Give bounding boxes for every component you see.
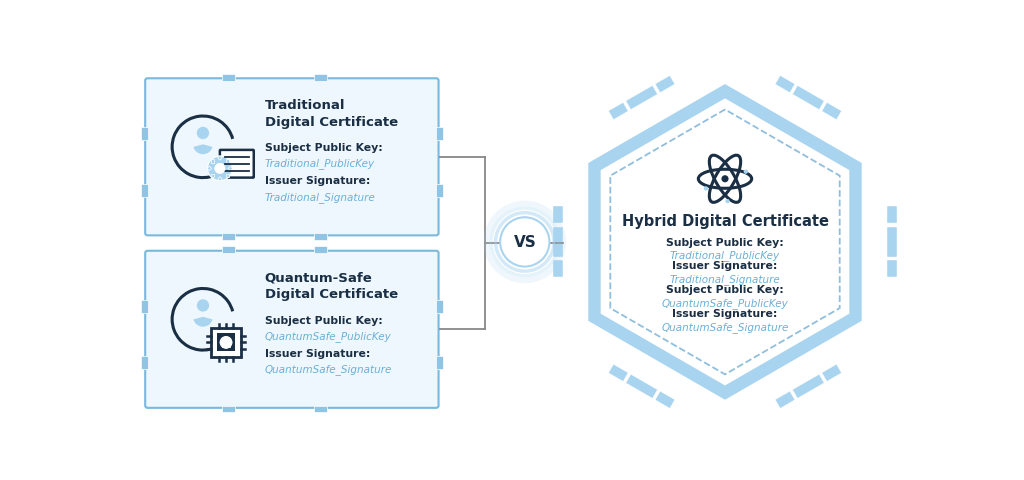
FancyBboxPatch shape [220,151,254,178]
Text: Traditional
Digital Certificate: Traditional Digital Certificate [264,98,397,128]
Circle shape [208,157,232,181]
Polygon shape [608,103,628,120]
Bar [436,357,443,370]
Bar [140,300,147,313]
Bar [222,74,234,82]
Polygon shape [793,86,824,110]
Text: Issuer Signature:: Issuer Signature: [673,261,777,271]
Polygon shape [553,227,563,258]
Polygon shape [600,98,850,387]
Bar [436,184,443,197]
Bar [211,328,241,357]
Circle shape [197,300,209,312]
Text: Subject Public Key:: Subject Public Key: [667,285,784,295]
Circle shape [722,176,728,183]
Text: Traditional_Signature: Traditional_Signature [264,192,375,202]
Bar [222,234,234,240]
Bar [140,128,147,141]
Circle shape [743,170,748,174]
Text: Quantum-Safe
Digital Certificate: Quantum-Safe Digital Certificate [264,270,397,300]
Text: Traditional_PublicKey: Traditional_PublicKey [670,250,780,261]
Wedge shape [194,317,212,327]
Polygon shape [775,391,795,408]
Bar [436,300,443,313]
Bar [222,406,234,413]
Bar [314,247,328,253]
Polygon shape [608,364,628,382]
Bar [314,74,328,82]
Circle shape [220,337,231,348]
Circle shape [197,128,209,140]
Circle shape [703,187,709,191]
Bar [217,334,236,352]
Circle shape [215,164,225,174]
Polygon shape [887,261,897,278]
Polygon shape [626,374,657,398]
Polygon shape [655,391,675,408]
Text: QuantumSafe_Signature: QuantumSafe_Signature [662,321,788,332]
Bar [222,247,234,253]
Polygon shape [775,76,795,94]
Bar [436,128,443,141]
Text: Traditional_PublicKey: Traditional_PublicKey [264,158,375,169]
Polygon shape [887,227,897,258]
Polygon shape [589,85,862,400]
Text: Traditional_Signature: Traditional_Signature [670,274,780,285]
Text: Issuer Signature:: Issuer Signature: [264,176,370,186]
Polygon shape [553,207,563,224]
Polygon shape [822,103,842,120]
Text: Subject Public Key:: Subject Public Key: [264,315,382,325]
Polygon shape [610,110,840,374]
Bar [314,234,328,240]
Polygon shape [887,207,897,224]
Polygon shape [655,76,675,94]
Polygon shape [626,86,657,110]
Polygon shape [553,261,563,278]
Bar [314,406,328,413]
Text: VS: VS [513,235,537,250]
Bar [140,357,147,370]
Wedge shape [194,145,212,155]
Circle shape [500,218,550,267]
FancyBboxPatch shape [145,79,438,236]
Text: QuantumSafe_PublicKey: QuantumSafe_PublicKey [264,330,391,341]
Polygon shape [793,374,824,398]
Circle shape [725,200,730,204]
Text: Issuer Signature:: Issuer Signature: [264,348,370,358]
FancyBboxPatch shape [145,251,438,408]
Text: Subject Public Key:: Subject Public Key: [667,237,784,247]
Text: Subject Public Key:: Subject Public Key: [264,143,382,153]
Text: Issuer Signature:: Issuer Signature: [673,309,777,318]
Text: QuantumSafe_Signature: QuantumSafe_Signature [264,363,392,374]
Polygon shape [822,364,842,382]
Circle shape [223,340,228,345]
Text: QuantumSafe_PublicKey: QuantumSafe_PublicKey [662,297,788,308]
Text: Hybrid Digital Certificate: Hybrid Digital Certificate [622,214,828,229]
Bar [140,184,147,197]
